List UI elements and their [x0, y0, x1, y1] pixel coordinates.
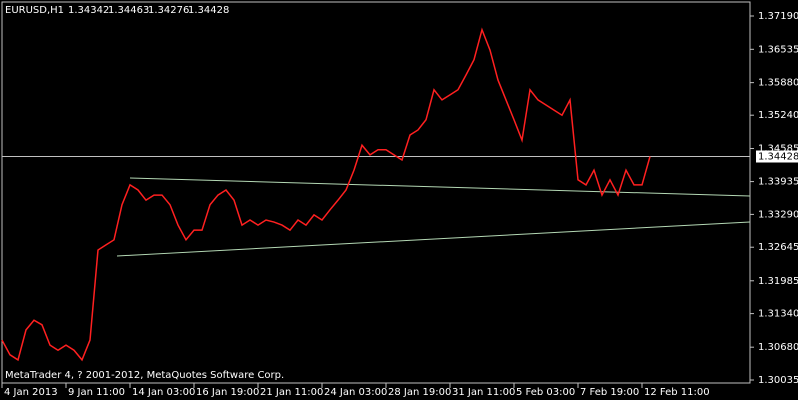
x-tick-label: 5 Feb 03:00	[516, 387, 575, 398]
y-tick-label: 1.32645	[758, 242, 798, 253]
y-tick-label: 1.35880	[758, 78, 798, 89]
current-price-box	[756, 150, 798, 163]
x-tick-label: 24 Jan 03:00	[324, 387, 387, 398]
y-tick-label: 1.30035	[758, 375, 798, 386]
x-tick-label: 14 Jan 03:00	[132, 387, 195, 398]
ohlc-close: 1.34428	[188, 5, 229, 16]
ohlc-low: 1.34276	[148, 5, 189, 16]
y-tick-label: 1.31340	[758, 309, 798, 320]
y-tick-label: 1.35240	[758, 110, 798, 121]
x-tick-label: 4 Jan 2013	[4, 387, 58, 398]
y-tick-label: 1.33935	[758, 177, 798, 188]
x-tick-label: 12 Feb 11:00	[644, 387, 710, 398]
y-tick-label: 1.33290	[758, 209, 798, 220]
trendline	[129, 177, 751, 197]
symbol: EURUSD,H1	[5, 5, 64, 16]
plot-frame	[1, 1, 751, 384]
x-tick-label: 16 Jan 19:00	[196, 387, 259, 398]
y-tick-label: 1.30680	[758, 342, 798, 353]
y-tick-label: 1.34585	[758, 144, 798, 155]
price-line	[1, 27, 651, 362]
y-tick-label: 1.37190	[758, 11, 798, 22]
x-tick-label: 7 Feb 19:00	[580, 387, 639, 398]
trendline	[116, 221, 751, 257]
ohlc-open: 1.34342	[68, 5, 109, 16]
footer: MetaTrader 4, ? 2001-2012, MetaQuotes So…	[5, 370, 284, 381]
x-tick-label: 21 Jan 11:00	[260, 387, 323, 398]
x-tick-label: 31 Jan 11:00	[452, 387, 515, 398]
ohlc-high: 1.34463	[108, 5, 149, 16]
y-tick-label: 1.36535	[758, 44, 798, 55]
x-tick-label: 9 Jan 11:00	[68, 387, 125, 398]
current-price-label: 1.34428	[758, 152, 798, 163]
x-tick-label: 28 Jan 19:00	[388, 387, 451, 398]
y-tick-label: 1.31985	[758, 276, 798, 287]
